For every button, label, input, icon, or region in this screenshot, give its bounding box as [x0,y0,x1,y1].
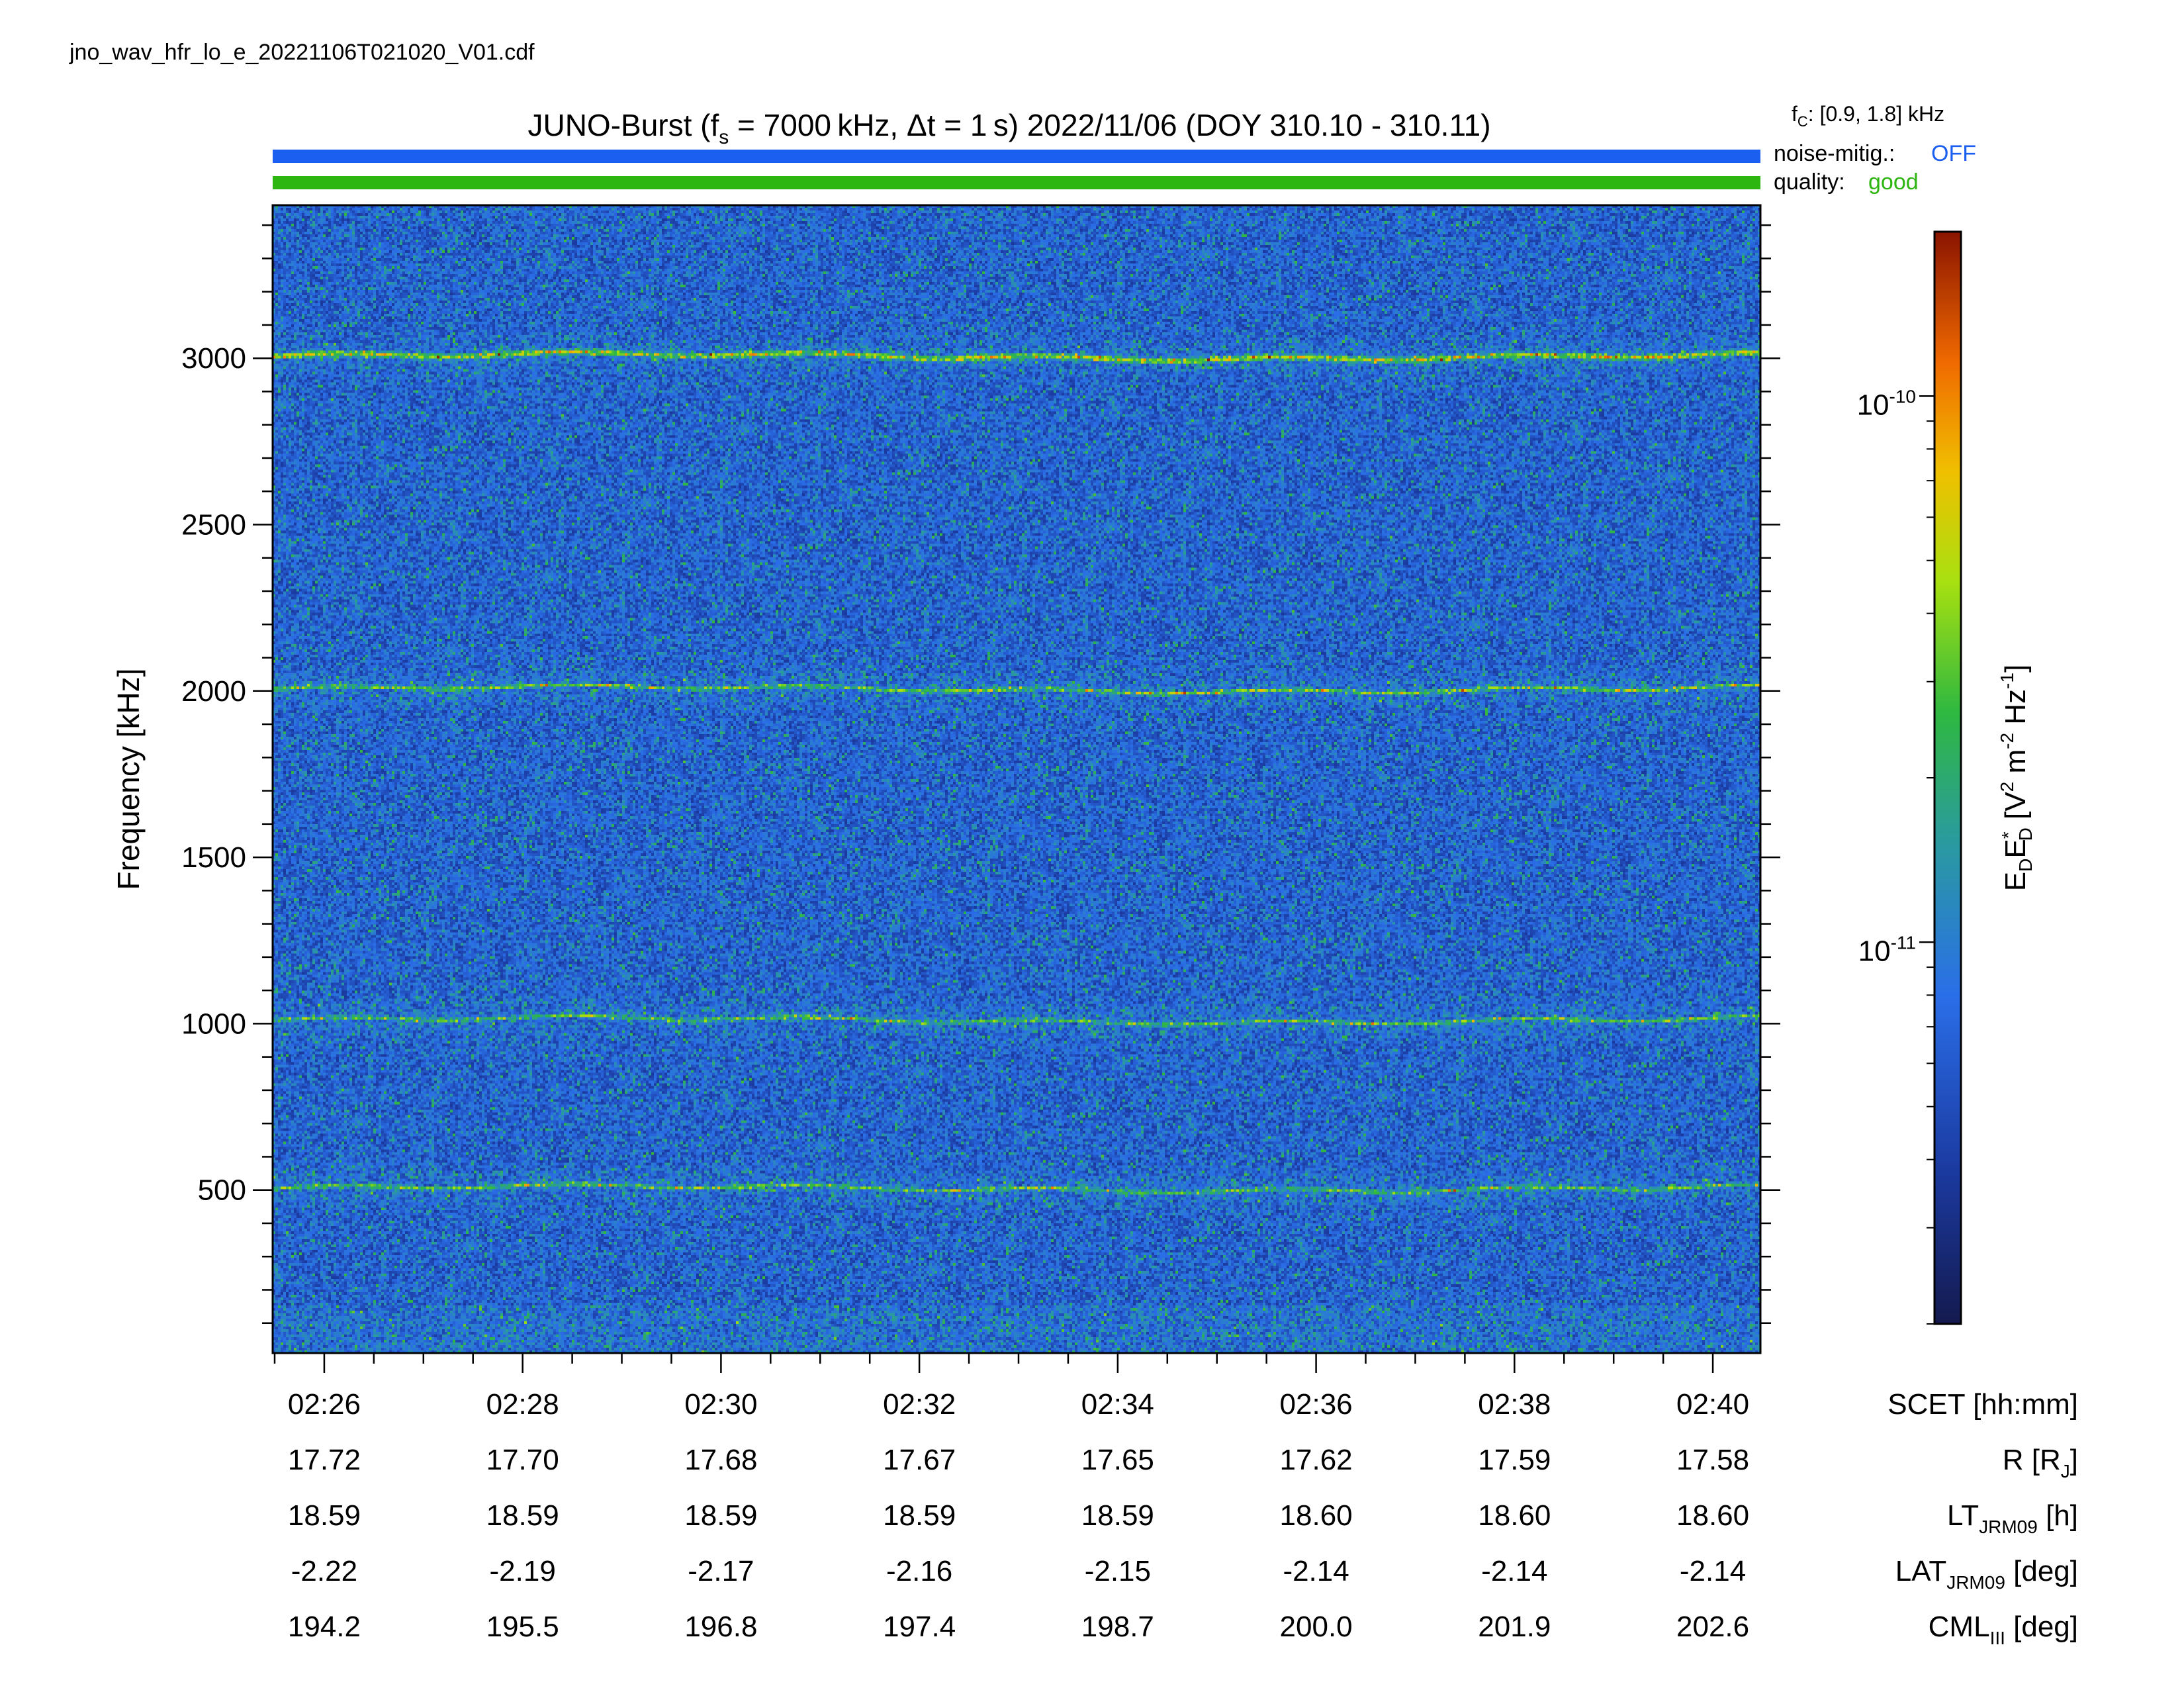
fc-label: fC: [0.9, 1.8] kHz [1792,102,1944,130]
ephemeris-row-label: SCET [hh:mm] [1888,1388,2078,1421]
noise-mitigation-label: noise-mitig.: [1774,141,1895,166]
ephemeris-row-label: CMLIII [deg] [1929,1611,2078,1648]
ephemeris-value: 18.59 [883,1499,956,1532]
ephemeris-value: -2.14 [1283,1555,1349,1587]
ephemeris-value: -2.15 [1085,1555,1151,1587]
ephemeris-row-label: LATJRM09 [deg] [1895,1555,2078,1593]
ephemeris-row-label: R [RJ] [2003,1444,2078,1481]
y-axis: 500 1000 1500 2000 2500 3000 [181,224,1780,1325]
ephemeris-value: 18.59 [684,1499,757,1532]
ephemeris-value: 195.5 [486,1611,559,1643]
quality-value: good [1868,169,1919,195]
x-tick-label: 02:34 [1081,1388,1154,1421]
filename-label: jno_wav_hfr_lo_e_20221106T021020_V01.cdf [69,40,535,65]
x-tick-label: 02:28 [486,1388,559,1421]
x-tick-label: 02:32 [883,1388,956,1421]
ephemeris-value: 17.65 [1081,1444,1154,1476]
y-tick-label: 3000 [181,342,246,375]
ephemeris-value: -2.14 [1680,1555,1746,1587]
ephemeris-value: 198.7 [1081,1611,1154,1643]
plot-title: JUNO-Burst (fs = 7000 kHz, Δt = 1 s) 202… [527,108,1490,148]
x-tick-label: 02:30 [684,1388,757,1421]
ephemeris-value: 196.8 [684,1611,757,1643]
heatmap-container [273,205,1760,1353]
noise-mitigation-value: OFF [1931,141,1976,166]
ephemeris-value: 18.59 [288,1499,361,1532]
x-tick-label: 02:40 [1676,1388,1749,1421]
quality-bar [273,176,1760,189]
x-tick-label: 02:26 [288,1388,361,1421]
ephemeris-table: 02:26 02:28 02:30 02:32 02:34 02:36 02:38 02:40… [288,1388,2078,1648]
ephemeris-value: 197.4 [883,1611,956,1643]
quality-label: quality: [1774,169,1845,195]
y-tick-label: 2000 [181,675,246,708]
ephemeris-value: 17.59 [1478,1444,1551,1476]
x-tick-label: 02:38 [1478,1388,1551,1421]
ephemeris-value: -2.14 [1481,1555,1547,1587]
y-tick-label: 2500 [181,509,246,541]
y-axis-label: Frequency [kHz] [111,669,146,890]
y-tick-label: 500 [198,1174,246,1207]
ephemeris-value: 17.62 [1280,1444,1353,1476]
colorbar-ticks: 10-10 10-11 [1857,386,1934,1325]
x-tick-label: 02:36 [1280,1388,1353,1421]
ephemeris-value: 18.60 [1478,1499,1551,1532]
y-tick-label: 1500 [181,841,246,874]
ephemeris-value: 200.0 [1280,1611,1353,1643]
ephemeris-value: 18.60 [1280,1499,1353,1532]
ephemeris-value: 18.59 [1081,1499,1154,1532]
colorbar [1933,230,1962,1325]
ephemeris-value: 17.58 [1676,1444,1749,1476]
ephemeris-row-label: LTJRM09 [h] [1947,1499,2078,1537]
ephemeris-value: -2.16 [886,1555,952,1587]
ephemeris-value: 201.9 [1478,1611,1551,1643]
ephemeris-value: 194.2 [288,1611,361,1643]
colorbar-tick-label: 10-10 [1857,386,1916,421]
noise-mitigation-bar [273,150,1760,163]
colorbar-label: EDE*D [V2 m-2 Hz-1] [1997,665,2036,891]
ephemeris-value: 17.70 [486,1444,559,1476]
ephemeris-value: 17.72 [288,1444,361,1476]
ephemeris-value: -2.17 [688,1555,754,1587]
x-axis [273,1353,1714,1373]
plot-frame [271,204,1762,1354]
ephemeris-value: 18.59 [486,1499,559,1532]
spectrogram-heatmap [273,205,1760,1353]
ephemeris-value: -2.19 [490,1555,556,1587]
ephemeris-value: 202.6 [1676,1611,1749,1643]
ephemeris-value: 17.67 [883,1444,956,1476]
ephemeris-value: 18.60 [1676,1499,1749,1532]
colorbar-tick-label: 10-11 [1858,932,1916,967]
ephemeris-value: -2.22 [291,1555,357,1587]
ephemeris-value: 17.68 [684,1444,757,1476]
y-tick-label: 1000 [181,1008,246,1040]
